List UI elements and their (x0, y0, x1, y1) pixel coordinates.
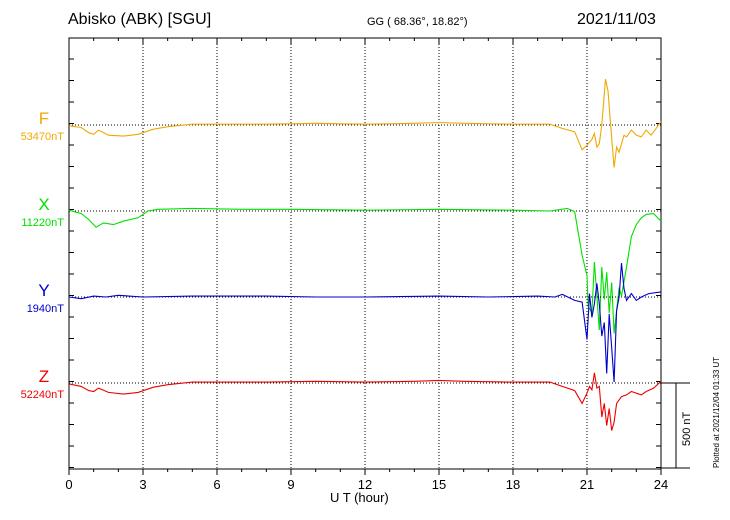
x-tick-label: 0 (65, 477, 72, 492)
series-name-x: X (38, 195, 49, 214)
date-label: 2021/11/03 (577, 11, 656, 28)
x-tick-label: 24 (654, 477, 668, 492)
x-axis-label: U T (hour) (330, 490, 389, 505)
series-baseline-y: 1940nT (27, 303, 65, 315)
x-tick-label: 21 (580, 477, 594, 492)
scale-bar-label: 500 nT (681, 411, 693, 446)
series-baseline-z: 52240nT (21, 389, 65, 401)
x-tick-label: 9 (287, 477, 294, 492)
series-line-f (68, 78, 662, 168)
station-title: Abisko (ABK) [SGU] (68, 11, 212, 28)
series-line-x (68, 207, 662, 334)
coordinates-label: GG ( 68.36°, 18.82°) (367, 16, 468, 28)
series-name-z: Z (39, 367, 49, 386)
x-tick-label: 3 (139, 477, 146, 492)
x-tick-label: 15 (432, 477, 446, 492)
series-line-y (68, 262, 662, 383)
series-name-y: Y (38, 281, 49, 300)
series-line-z (68, 372, 662, 431)
plotted-timestamp: Plotted at 2021/12/04 01:33 UT (712, 356, 721, 468)
x-tick-label: 18 (506, 477, 520, 492)
x-tick-label: 12 (358, 477, 372, 492)
series-name-f: F (39, 109, 49, 128)
series-baseline-x: 11220nT (21, 217, 64, 229)
x-tick-label: 6 (213, 477, 220, 492)
series-baseline-f: 53470nT (21, 131, 65, 143)
